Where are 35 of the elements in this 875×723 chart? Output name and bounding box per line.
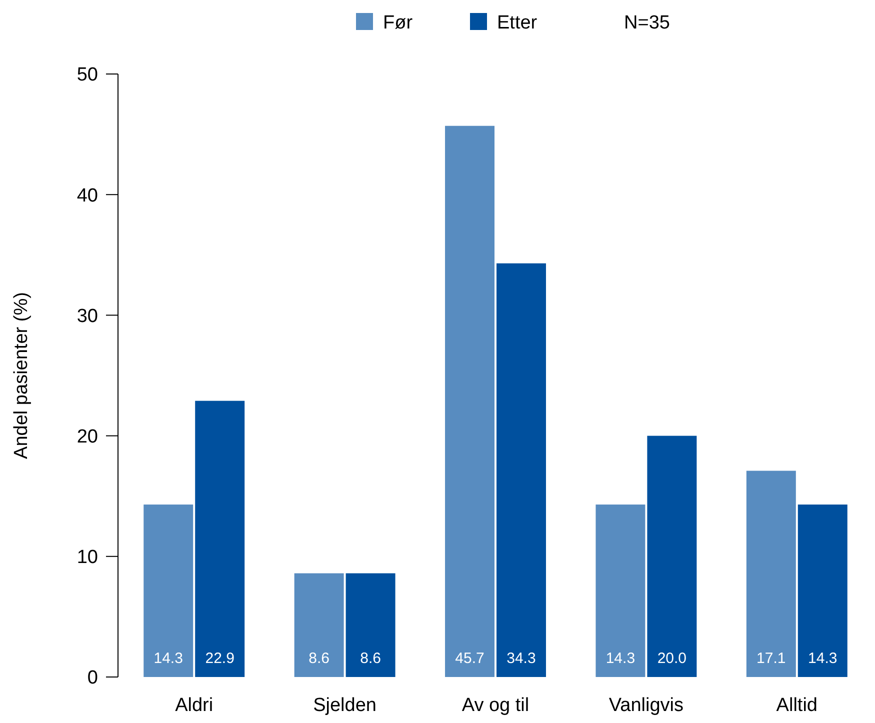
legend-label: Etter (497, 12, 538, 34)
data-label: 17.1 (756, 650, 786, 667)
y-axis-title: Andel pasienter (%) (11, 292, 32, 459)
data-label: 20.0 (657, 650, 687, 667)
y-tick-label: 40 (76, 185, 98, 206)
data-label: 8.6 (308, 650, 330, 667)
data-label: 14.3 (808, 650, 838, 667)
data-label: 22.9 (205, 650, 234, 667)
x-tick-label: Av og til (462, 695, 530, 716)
x-tick-label: Alltid (776, 695, 818, 716)
text: N=35 (624, 12, 670, 34)
bar (445, 126, 494, 677)
bar (144, 504, 194, 677)
bar (195, 400, 245, 677)
x-tick-label: Aldri (175, 695, 214, 716)
data-label: 8.6 (360, 650, 381, 667)
data-label: 14.3 (606, 650, 636, 667)
data-label: 14.3 (154, 650, 183, 667)
bar (294, 573, 344, 677)
bar (798, 504, 848, 677)
y-tick-label: 0 (87, 668, 98, 689)
bar (596, 504, 646, 677)
x-tick-label: Sjelden (313, 695, 376, 716)
y-tick-label: 50 (76, 64, 98, 86)
legend-label: Før (383, 12, 414, 34)
bar (647, 436, 697, 677)
y-tick-label: 20 (76, 426, 98, 448)
bar (746, 470, 796, 677)
data-label: 34.3 (506, 650, 536, 667)
y-tick-label: 30 (76, 306, 98, 327)
bar (346, 573, 396, 677)
x-tick-label: Vanligvis (608, 695, 684, 716)
bar (496, 263, 546, 677)
y-tick-label: 10 (76, 547, 98, 568)
data-label: 45.7 (455, 650, 484, 667)
